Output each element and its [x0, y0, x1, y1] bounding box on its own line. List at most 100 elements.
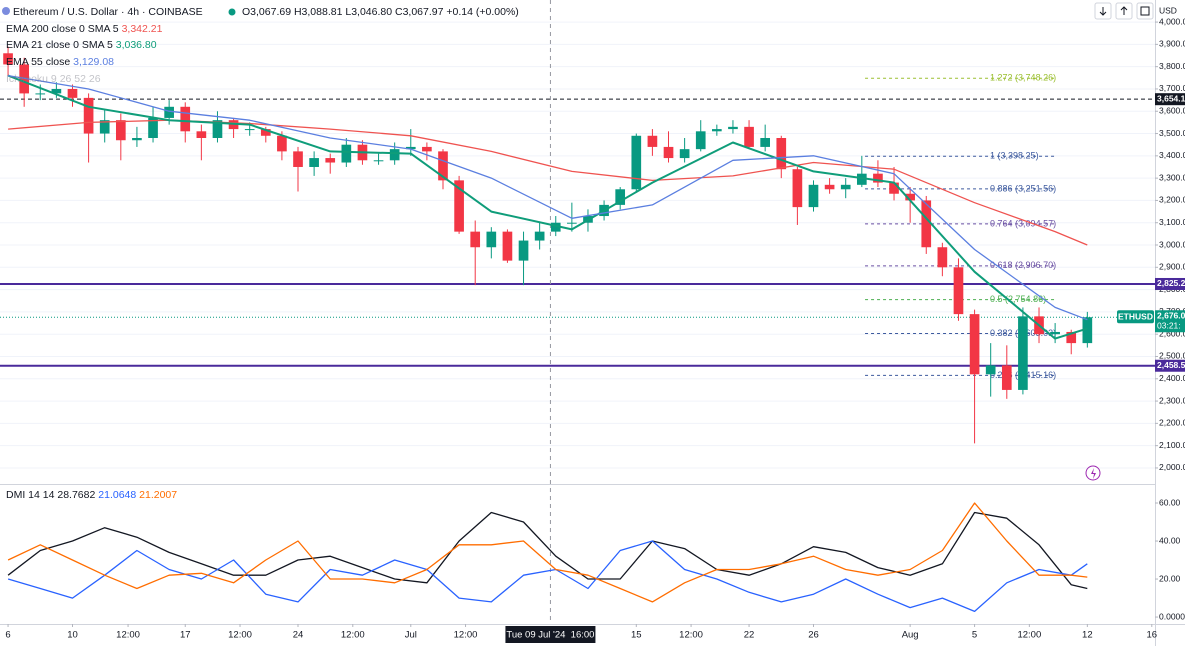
candle-body [518, 240, 529, 261]
y-tick-label: 2,300.00 [1159, 395, 1185, 405]
legend-name[interactable]: EMA 200 close 0 SMA 5 [6, 23, 119, 35]
candle-body [83, 97, 94, 134]
level-tag-label: 2,825.2 [1157, 278, 1185, 288]
candle-body [679, 149, 690, 159]
legend-value: 3,129.08 [73, 56, 114, 68]
indicator-value: 28.7682 [57, 489, 95, 501]
indicator-title[interactable]: DMI 14 14 [6, 489, 55, 501]
candle-body [1066, 331, 1077, 344]
candle-body [277, 135, 287, 152]
series-line [7, 502, 1088, 603]
y-tick-label: 3,900.00 [1159, 39, 1185, 49]
x-tick-label: 12:00 [228, 630, 252, 641]
candle-body [760, 138, 770, 147]
countdown: 03:21: [1157, 320, 1181, 330]
candle-body [663, 146, 674, 159]
y-tick-label: 3,600.00 [1159, 105, 1185, 115]
x-tick-label: 12:00 [454, 630, 478, 641]
candle-body [51, 88, 62, 94]
y-tick-label: 3,000.00 [1159, 239, 1185, 249]
x-tick-label: 16 [1146, 630, 1157, 641]
candle-body [502, 231, 513, 261]
legend-name[interactable]: EMA 55 close [6, 56, 70, 68]
candle-body [341, 144, 352, 163]
series-line [7, 74, 1088, 340]
y-tick-label: 2,400.00 [1159, 373, 1185, 383]
alert-bolt [1091, 468, 1096, 479]
market-status [228, 8, 236, 16]
fib-label: 1.272 (3,748.26) [990, 73, 1056, 83]
y-tick-label: 2,200.00 [1159, 418, 1185, 428]
y-tick-label: 2,600.00 [1159, 328, 1185, 338]
candle-body [405, 146, 416, 150]
x-tick-label: 26 [808, 630, 819, 641]
candle-body [244, 129, 255, 131]
y-tick-label: 60.00 [1159, 497, 1181, 507]
y-tick-label: 2,900.00 [1159, 262, 1185, 272]
icon-down [1099, 7, 1107, 16]
candle-body [67, 88, 78, 98]
fib-label: 0.764 (3,094.57) [990, 218, 1056, 228]
level-tag-label: 3,654.1 [1157, 93, 1185, 103]
candle-body [1001, 365, 1012, 390]
candle-body [776, 138, 787, 170]
x-tick-label: 12 [1082, 630, 1093, 641]
candle-body [470, 231, 481, 248]
y-tick-label: 3,300.00 [1159, 172, 1185, 182]
candle-body [937, 247, 948, 268]
candle-body [728, 126, 738, 130]
candle-body [422, 146, 432, 152]
candle-body [953, 267, 964, 315]
ohlc-high: H3,088.81 [294, 6, 343, 18]
crosshair-tag [505, 626, 596, 643]
candle-body [873, 173, 883, 183]
series-line [7, 511, 1088, 590]
candle-body [647, 135, 658, 147]
candle-body [260, 129, 271, 136]
x-tick-label: 6 [5, 630, 10, 641]
candle-body [808, 184, 819, 208]
button-maximize[interactable] [1136, 2, 1154, 20]
last-price-tag [1155, 310, 1185, 333]
candle-body [921, 200, 932, 248]
y-tick-label: 4,000.00 [1159, 16, 1185, 26]
y-tick-label: 2,000.00 [1159, 462, 1185, 472]
candle-body [631, 135, 642, 190]
candle-body [3, 53, 13, 65]
candle-body [969, 314, 980, 375]
candle-body [856, 173, 867, 185]
candle-body [824, 184, 835, 190]
candle-body [905, 193, 915, 201]
candle-body [132, 138, 142, 141]
candle-body [792, 169, 803, 208]
x-tick-label: Jul [405, 630, 417, 641]
y-tick-label: 3,700.00 [1159, 83, 1185, 93]
legend-name[interactable]: EMA 21 close 0 SMA 5 [6, 39, 113, 51]
x-tick-label: 12:00 [116, 630, 140, 641]
candle-body [889, 182, 899, 194]
candle-body [744, 126, 754, 147]
candle-body [180, 106, 191, 132]
candle-body [1050, 331, 1060, 335]
x-tick-label: 5 [972, 630, 977, 641]
x-tick-label: Aug [902, 630, 919, 641]
indicator-value: 21.2007 [139, 489, 177, 501]
y-tick-label: 3,500.00 [1159, 128, 1185, 138]
legend-value: 3,342.21 [122, 23, 163, 35]
overlay-layer: 4,000.00 3,900.00 3,800.00 3,700.00 3,600.00… [5, 16, 1185, 643]
ohlc-close: C3,067.97 [395, 6, 444, 18]
legend-entry: EMA 200 close 0 SMA 5 3,342.21 [6, 23, 163, 35]
candle-body [148, 117, 158, 139]
last-price-label: 2,676.0 [1157, 310, 1185, 320]
y-tick-label: 40.00 [1159, 535, 1181, 545]
level-tag [1155, 359, 1185, 372]
currency-label: USD [1159, 5, 1177, 15]
legend-entry: EMA 21 close 0 SMA 5 3,036.80 [6, 39, 157, 51]
symbol-tag-label: ETHUSD [1118, 311, 1153, 321]
ichimoku-legend[interactable]: Ichimoku 9 26 52 26 [6, 73, 101, 85]
candle-body [325, 158, 336, 163]
indicator-legend: DMI 14 14 28.7682 21.0648 21.2007 [6, 489, 177, 501]
candle-body [164, 106, 174, 118]
